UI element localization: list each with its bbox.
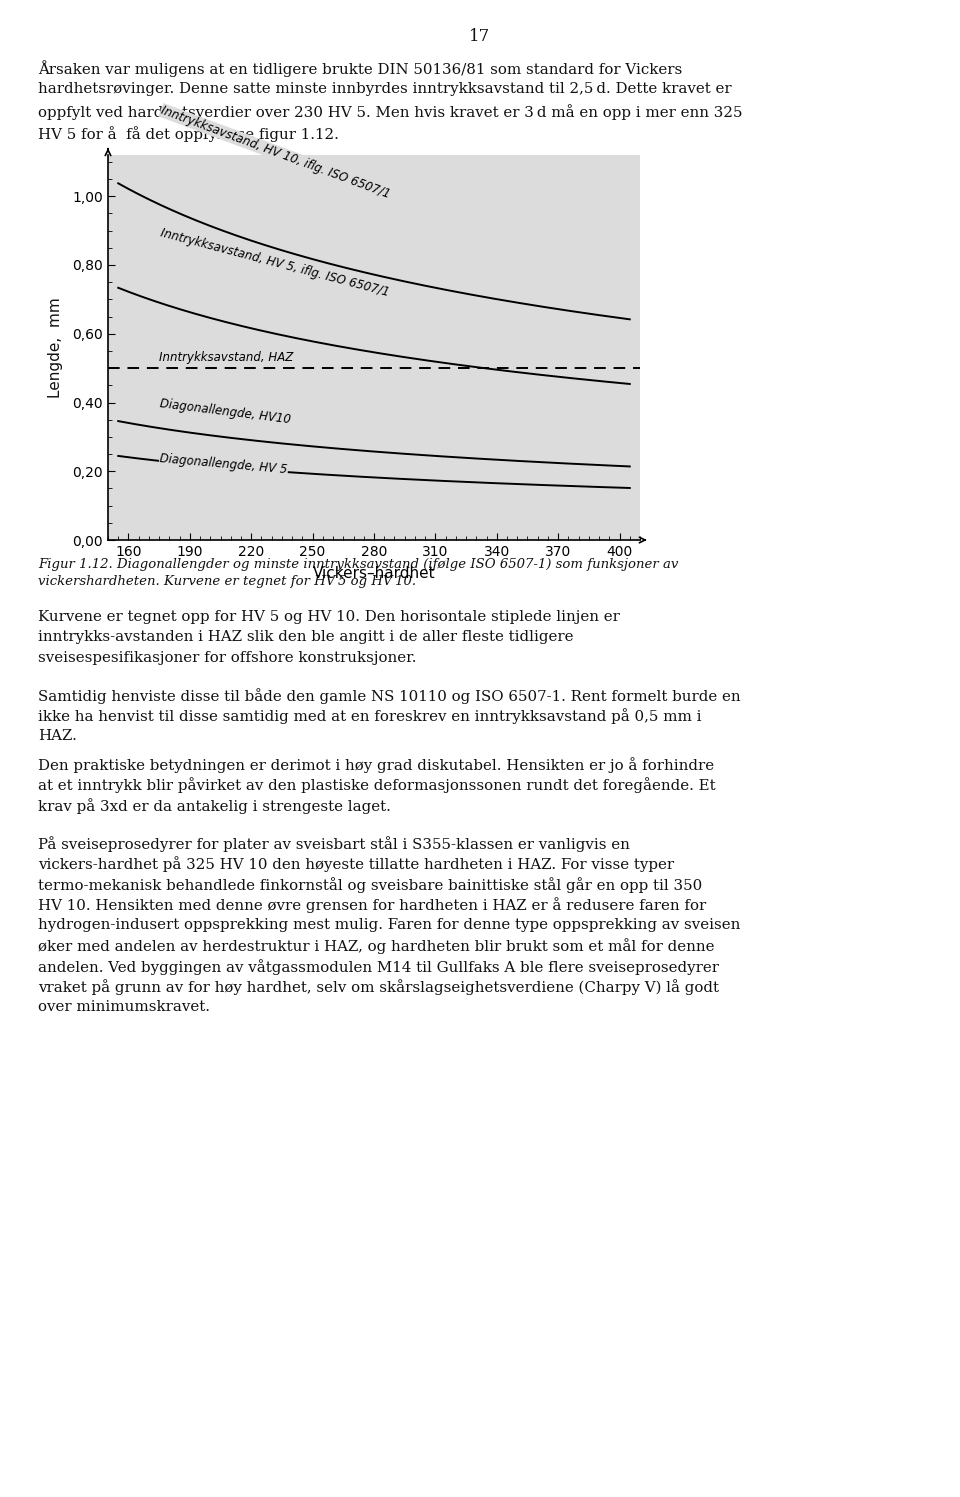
Text: inntrykks-avstanden i HAZ slik den ble angitt i de aller fleste tidligere: inntrykks-avstanden i HAZ slik den ble a…: [38, 630, 573, 645]
Text: Diagonallengde, HV10: Diagonallengde, HV10: [159, 397, 292, 427]
Text: vickers-hardhet på 325 HV 10 den høyeste tillatte hardheten i HAZ. For visse typ: vickers-hardhet på 325 HV 10 den høyeste…: [38, 856, 674, 873]
Text: Lengde,  mm: Lengde, mm: [48, 296, 62, 398]
Text: vickershardheten. Kurvene er tegnet for HV 5 og HV 10.: vickershardheten. Kurvene er tegnet for …: [38, 575, 416, 588]
Text: hydrogen-indusert oppsprekking mest mulig. Faren for denne type oppsprekking av : hydrogen-indusert oppsprekking mest muli…: [38, 918, 740, 933]
Text: Figur 1.12. Diagonallengder og minste inntrykksavstand (ifølge ISO 6507-1) som f: Figur 1.12. Diagonallengder og minste in…: [38, 558, 679, 570]
Text: HV 5 for å  få det oppfylt, se figur 1.12.: HV 5 for å få det oppfylt, se figur 1.12…: [38, 126, 339, 142]
Text: ikke ha henvist til disse samtidig med at en foreskrev en inntrykksavstand på 0,: ikke ha henvist til disse samtidig med a…: [38, 708, 702, 725]
Text: Inntrykksavstand, HV 5, iflg. ISO 6507/1: Inntrykksavstand, HV 5, iflg. ISO 6507/1: [159, 226, 391, 299]
Text: Årsaken var muligens at en tidligere brukte DIN 50136/81 som standard for Vicker: Årsaken var muligens at en tidligere bru…: [38, 60, 683, 76]
Text: Diagonallengde, HV 5: Diagonallengde, HV 5: [159, 452, 288, 476]
Text: vraket på grunn av for høy hardhet, selv om skårslagseighetsverdiene (Charpy V) : vraket på grunn av for høy hardhet, selv…: [38, 979, 719, 996]
Text: På sveiseprosedyrer for plater av sveisbart stål i S355-klassen er vanligvis en: På sveiseprosedyrer for plater av sveisb…: [38, 835, 630, 852]
Text: over minimumskravet.: over minimumskravet.: [38, 1000, 210, 1013]
Text: Den praktiske betydningen er derimot i høy grad diskutabel. Hensikten er jo å fo: Den praktiske betydningen er derimot i h…: [38, 757, 714, 772]
Text: Inntrykksavstand, HV 10, iflg. ISO 6507/1: Inntrykksavstand, HV 10, iflg. ISO 6507/…: [159, 103, 392, 201]
Text: HAZ.: HAZ.: [38, 729, 77, 743]
Text: Kurvene er tegnet opp for HV 5 og HV 10. Den horisontale stiplede linjen er: Kurvene er tegnet opp for HV 5 og HV 10.…: [38, 609, 620, 624]
Text: andelen. Ved byggingen av våtgassmodulen M14 til Gullfaks A ble flere sveisepros: andelen. Ved byggingen av våtgassmodulen…: [38, 960, 719, 975]
Text: hardhetsrøvinger. Denne satte minste innbyrdes inntrykksavstand til 2,5 d. Dette: hardhetsrøvinger. Denne satte minste inn…: [38, 82, 732, 96]
Text: termo-mekanisk behandlede finkornstål og sveisbare bainittiske stål går en opp t: termo-mekanisk behandlede finkornstål og…: [38, 877, 703, 892]
Text: sveisespesifikasjoner for offshore konstruksjoner.: sveisespesifikasjoner for offshore konst…: [38, 651, 417, 665]
Text: oppfylt ved hardhetsverdier over 230 HV 5. Men hvis kravet er 3 d må en opp i me: oppfylt ved hardhetsverdier over 230 HV …: [38, 103, 742, 120]
Text: krav på 3xd er da antakelig i strengeste laget.: krav på 3xd er da antakelig i strengeste…: [38, 798, 391, 814]
Text: HV 10. Hensikten med denne øvre grensen for hardheten i HAZ er å redusere faren : HV 10. Hensikten med denne øvre grensen …: [38, 898, 707, 913]
Text: Inntrykksavstand, HAZ: Inntrykksavstand, HAZ: [159, 350, 294, 364]
Text: 17: 17: [469, 28, 491, 45]
Text: at et inntrykk blir påvirket av den plastiske deformasjonssonen rundt det foregå: at et inntrykk blir påvirket av den plas…: [38, 777, 715, 793]
X-axis label: Vickers–hardhet: Vickers–hardhet: [313, 566, 435, 581]
Text: Samtidig henviste disse til både den gamle NS 10110 og ISO 6507-1. Rent formelt : Samtidig henviste disse til både den gam…: [38, 689, 740, 704]
Text: øker med andelen av herdestruktur i HAZ, og hardheten blir brukt som et mål for : øker med andelen av herdestruktur i HAZ,…: [38, 939, 714, 955]
